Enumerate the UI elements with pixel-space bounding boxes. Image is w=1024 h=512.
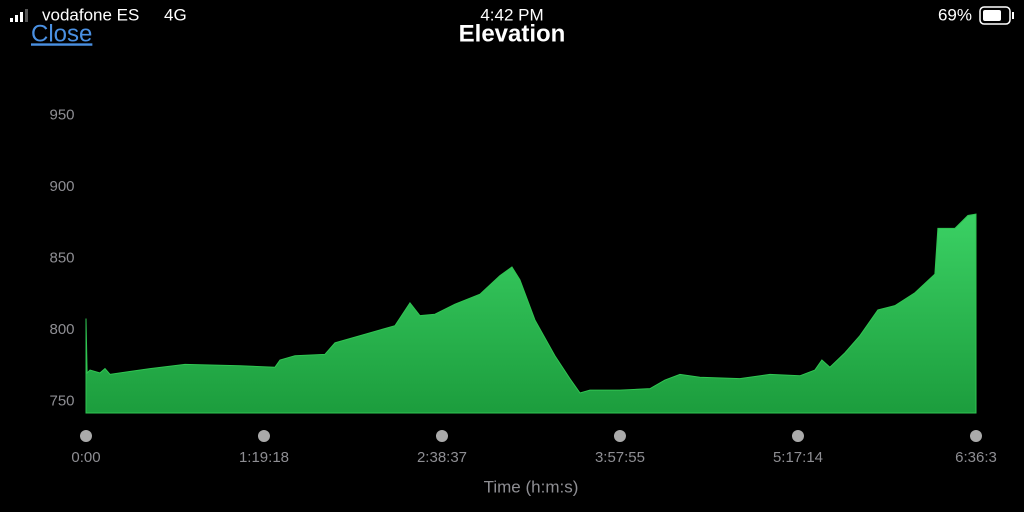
y-tick-label: 750: [49, 393, 74, 410]
x-tick-label: 0:00: [71, 449, 100, 466]
x-tick-dot: [970, 430, 982, 442]
x-tick-dot: [613, 430, 626, 442]
x-tick-dot: [257, 430, 270, 442]
signal-bars: [10, 9, 28, 22]
x-tick-dot: [80, 430, 92, 442]
x-tick-label: 1:19:18: [239, 449, 289, 466]
y-tick-label: 850: [49, 249, 74, 266]
chart-title: Elevation: [459, 20, 566, 47]
x-tick-label: 3:57:55: [595, 449, 645, 466]
x-tick-label: 5:17:14: [773, 449, 823, 466]
carrier: vodafone ES: [42, 5, 139, 24]
x-tick-dot: [435, 430, 448, 442]
clock: 4:42 PM: [480, 5, 543, 24]
x-tick-dot: [791, 430, 804, 442]
elevation-area: [85, 213, 977, 414]
y-tick-label: 950: [49, 106, 74, 123]
y-tick-label: 900: [49, 178, 74, 195]
close-button[interactable]: Close: [31, 20, 92, 47]
battery-icon: [979, 6, 1014, 25]
x-tick-label: 2:38:37: [417, 449, 467, 466]
battery-percent: 69%: [938, 5, 972, 24]
x-axis-title: Time (h:m:s): [484, 477, 579, 496]
x-tick-label: 6:36:3: [955, 449, 997, 466]
y-tick-label: 800: [49, 321, 74, 338]
network: 4G: [164, 5, 187, 24]
